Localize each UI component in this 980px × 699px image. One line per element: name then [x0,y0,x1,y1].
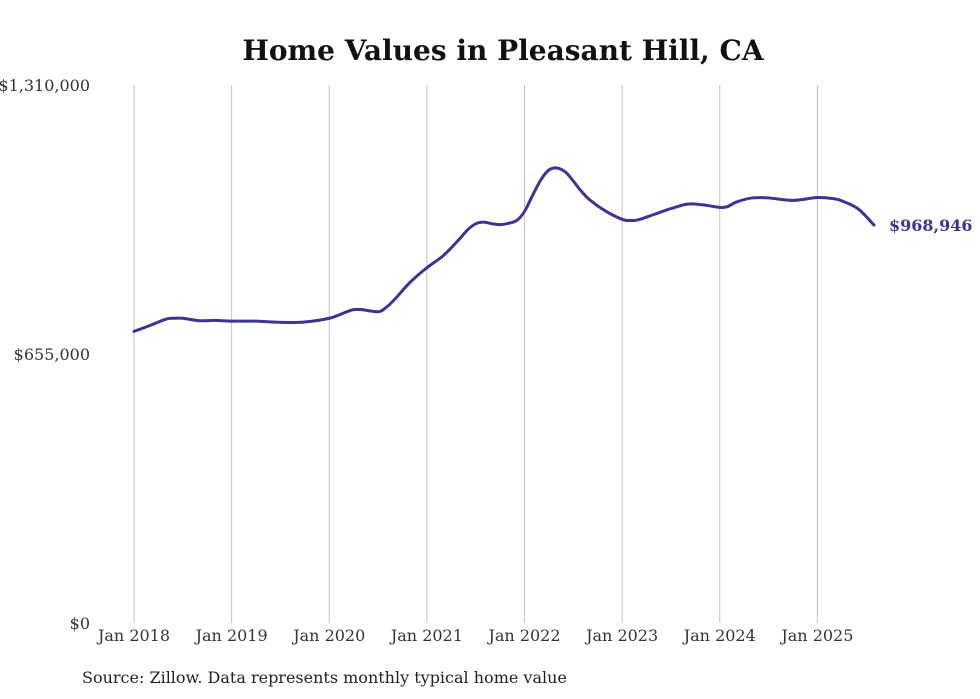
latest-value-label: $968,946 [889,216,973,235]
x-tick-label-2022: Jan 2022 [486,626,560,645]
home-value-series-line [132,166,876,333]
x-tick-label-2023: Jan 2023 [584,626,658,645]
x-tick-label-2024: Jan 2024 [682,626,756,645]
x-tick-label-2019: Jan 2019 [194,626,268,645]
x-tick-label-2021: Jan 2021 [389,626,463,645]
y-tick-label-1310000: $1,310,000 [0,76,90,95]
chart-title: Home Values in Pleasant Hill, CA [242,34,764,67]
y-axis-tick-labels: $0 $655,000 $1,310,000 [0,76,90,633]
source-note: Source: Zillow. Data represents monthly … [82,668,567,687]
x-tick-label-2025: Jan 2025 [779,626,853,645]
y-tick-label-0: $0 [70,614,90,633]
x-tick-label-2018: Jan 2018 [96,626,170,645]
x-gridlines [133,85,818,623]
y-tick-label-655000: $655,000 [14,345,90,364]
x-axis-tick-labels: Jan 2018 Jan 2019 Jan 2020 Jan 2021 Jan 2022… [96,626,853,645]
x-tick-label-2020: Jan 2020 [291,626,365,645]
